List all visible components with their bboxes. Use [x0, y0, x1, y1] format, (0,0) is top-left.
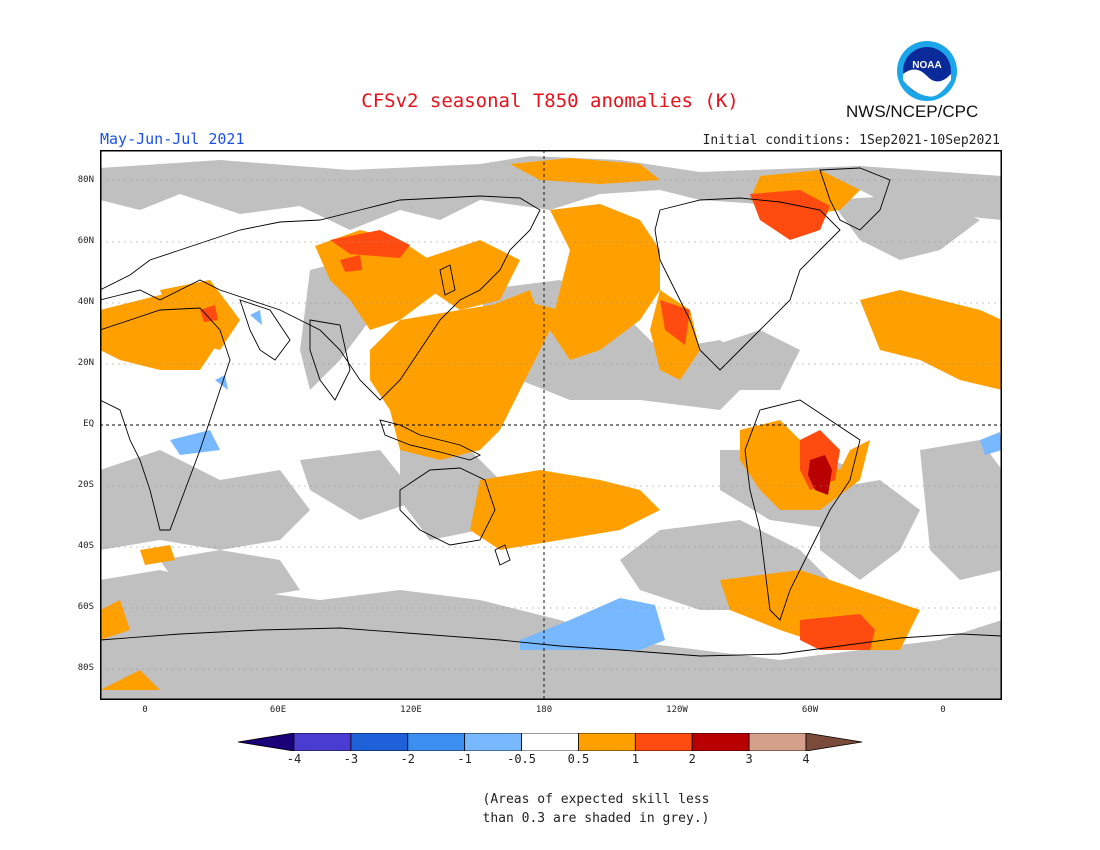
colorbar-tick-label: -0.5: [507, 752, 536, 766]
lon-label: 0: [142, 705, 148, 715]
colorbar-swatch: [691, 732, 750, 752]
lat-label: EQ: [83, 419, 94, 429]
colorbar-arrow-high: [805, 732, 863, 752]
colorbar-swatch: [293, 732, 352, 752]
colorbar-swatch: [350, 732, 409, 752]
colorbar-swatch: [634, 732, 693, 752]
lat-label: 80S: [77, 663, 94, 673]
colorbar-tick-label: 0.5: [567, 752, 590, 766]
lon-label: 60W: [801, 705, 819, 715]
coastlines: [100, 167, 1002, 657]
lon-label: 120W: [666, 705, 688, 715]
anomaly-map: [100, 150, 1002, 700]
lat-label: 20S: [77, 480, 94, 490]
very-warm-region: [808, 455, 832, 495]
cool-anomaly-regions: [170, 310, 1002, 650]
lat-gridlines: [100, 179, 1002, 670]
lon-label: 180: [535, 705, 553, 715]
colorbar-tick-label: -4: [286, 752, 302, 766]
colorbar-tick-label: -2: [400, 752, 415, 766]
lat-label: 60N: [77, 236, 94, 246]
lon-label: 120E: [400, 705, 422, 715]
colorbar-tick-label: 1: [631, 752, 639, 766]
colorbar-tick-label: 2: [688, 752, 696, 766]
noaa-logo: NOAA: [896, 40, 958, 102]
logo-text: NOAA: [912, 60, 941, 71]
lat-label: 40S: [77, 541, 94, 551]
skill-note-line2: than 0.3 are shaded in grey.): [482, 811, 710, 826]
skill-note-line1: (Areas of expected skill less: [482, 792, 710, 807]
lat-label: 40N: [77, 297, 94, 307]
lat-label: 80N: [77, 175, 94, 185]
forecast-period: May-Jun-Jul 2021: [100, 130, 245, 148]
strong-warm-regions: [200, 190, 875, 650]
map-title: CFSv2 seasonal T850 anomalies (K): [361, 90, 739, 112]
lat-label: 60S: [77, 602, 94, 612]
map-frame: [100, 150, 1002, 700]
colorbar-swatch: [464, 732, 522, 752]
lon-label: 60E: [269, 705, 287, 715]
colorbar: [237, 732, 863, 752]
colorbar-swatch: [578, 732, 636, 752]
lon-label: 0: [940, 705, 946, 715]
colorbar-tick-label: -3: [343, 752, 359, 766]
colorbar-swatch: [521, 732, 579, 752]
colorbar-tick-label: 4: [802, 752, 810, 766]
colorbar-tick-label: 3: [745, 752, 753, 766]
lat-label: 20N: [77, 358, 94, 368]
colorbar-swatch: [748, 732, 807, 752]
colorbar-swatch: [407, 732, 466, 752]
colorbar-tick-label: -1: [457, 752, 472, 766]
agency-label: NWS/NCEP/CPC: [846, 102, 979, 121]
colorbar-arrow-low: [237, 732, 295, 752]
initial-conditions: Initial conditions: 1Sep2021-10Sep2021: [702, 133, 1000, 148]
gridlines: [100, 150, 1002, 700]
